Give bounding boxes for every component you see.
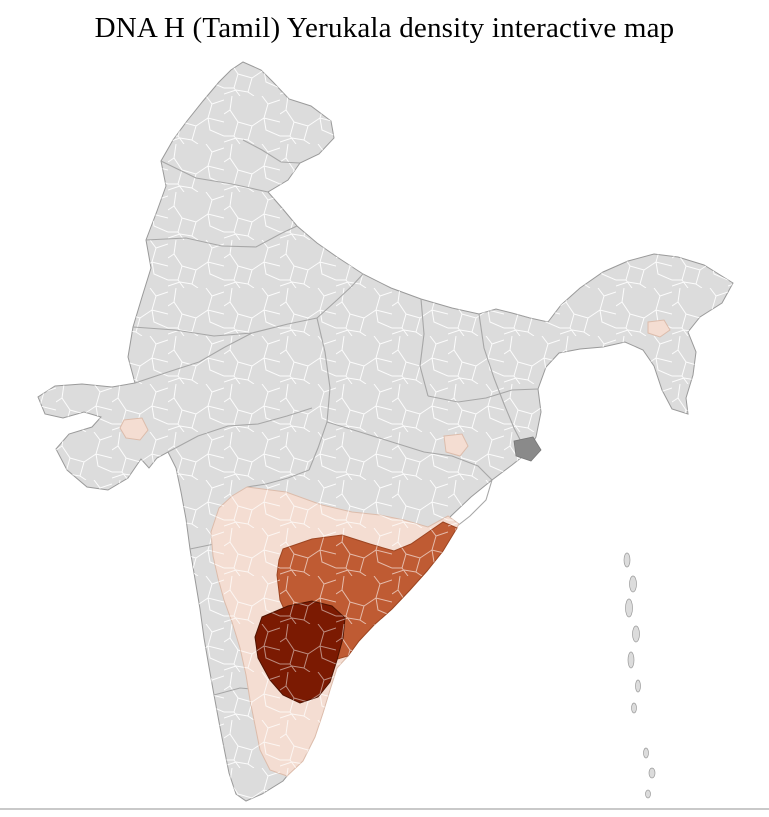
state-borders	[132, 139, 539, 761]
outlier-district-assam[interactable]	[647, 319, 671, 338]
low-density-outlier-districts[interactable]	[119, 319, 671, 457]
page-title: DNA H (Tamil) Yerukala density interacti…	[94, 12, 675, 44]
bottom-divider	[0, 808, 769, 810]
no-data-district[interactable]	[513, 436, 542, 462]
outlier-district-central-india[interactable]	[443, 433, 469, 457]
outlier-district-gujarat[interactable]	[119, 417, 149, 441]
andaman-nicobar-islands[interactable]	[623, 552, 656, 799]
